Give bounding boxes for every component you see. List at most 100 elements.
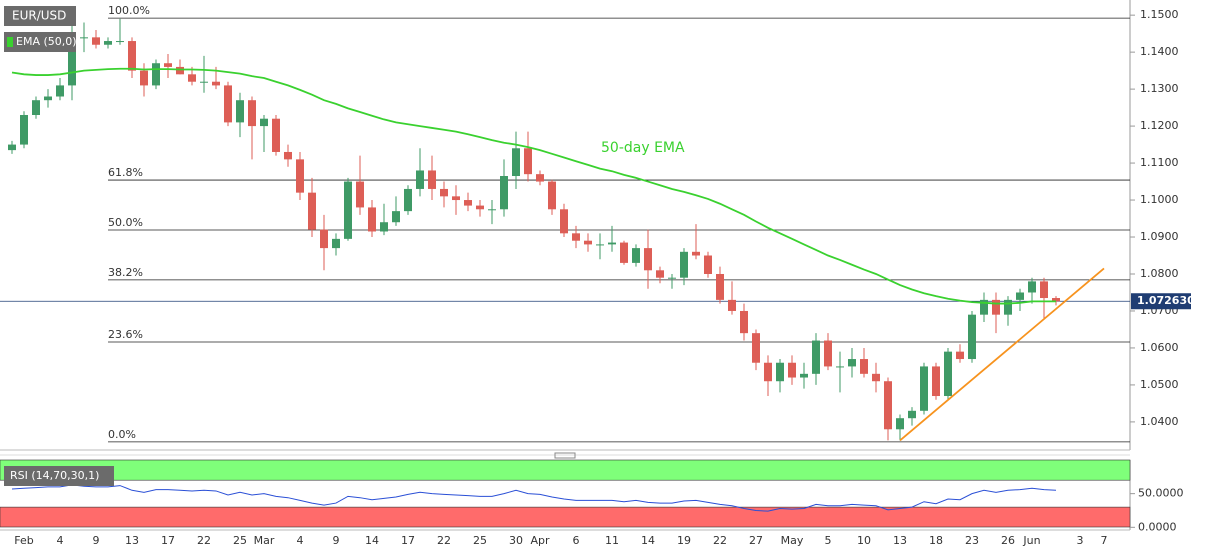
candle-body bbox=[932, 366, 940, 397]
candle-body bbox=[356, 181, 364, 208]
candle-body bbox=[992, 299, 1000, 315]
x-tick-label: 9 bbox=[333, 534, 340, 547]
fib-label: 38.2% bbox=[108, 266, 143, 279]
annotation: 50-day EMA bbox=[601, 140, 685, 156]
candle-body bbox=[584, 240, 592, 245]
y-tick-label: 1.0500 bbox=[1140, 378, 1179, 391]
pane-handle[interactable] bbox=[554, 452, 576, 459]
fib-label: 61.8% bbox=[108, 166, 143, 179]
candle-body bbox=[236, 100, 244, 123]
candle-body bbox=[272, 118, 280, 152]
y-tick-label: 1.0600 bbox=[1140, 341, 1179, 354]
legend: EUR/USD EMA (50,0) RSI (14,70,30,1) bbox=[4, 6, 114, 486]
candle-body bbox=[452, 196, 460, 201]
candle-body bbox=[284, 151, 292, 160]
price-tag bbox=[1131, 293, 1191, 310]
x-tick-label: 19 bbox=[677, 534, 691, 547]
candle-body bbox=[332, 238, 340, 249]
candle-body bbox=[344, 181, 352, 239]
y-tick-label: 1.1100 bbox=[1140, 156, 1179, 169]
y-tick-label: 1.0800 bbox=[1140, 267, 1179, 280]
fib-label: 100.0% bbox=[108, 4, 150, 17]
candle-body bbox=[200, 81, 208, 83]
candle-body bbox=[788, 362, 796, 378]
label-box bbox=[4, 466, 114, 486]
candle-body bbox=[20, 114, 28, 145]
candle-body bbox=[608, 242, 616, 245]
candle-body bbox=[980, 299, 988, 315]
candle-body bbox=[824, 340, 832, 367]
x-tick-label: Apr bbox=[530, 534, 550, 547]
candle-body bbox=[1028, 281, 1036, 293]
overbought-band bbox=[0, 459, 1131, 481]
y-tick-label: 1.0400 bbox=[1140, 415, 1179, 428]
candle-body bbox=[296, 159, 304, 193]
x-tick-label: 27 bbox=[749, 534, 763, 547]
ema-line bbox=[11, 67, 1056, 305]
x-tick-label: 26 bbox=[1001, 534, 1015, 547]
candle-body bbox=[536, 174, 544, 182]
candle-body bbox=[956, 351, 964, 360]
candle-body bbox=[260, 118, 268, 127]
candle-body bbox=[728, 299, 736, 311]
candle-body bbox=[68, 37, 76, 86]
x-tick-label: 6 bbox=[573, 534, 580, 547]
x-tick-label: 14 bbox=[365, 534, 379, 547]
x-tick-label: 25 bbox=[233, 534, 247, 547]
candle-body bbox=[248, 100, 256, 127]
candle-body bbox=[476, 205, 484, 210]
plot-layer: 1.04001.05001.06001.07001.08001.09001.10… bbox=[0, 4, 1195, 547]
rsi-line bbox=[11, 484, 1057, 512]
label-box bbox=[4, 32, 76, 52]
y-tick-label: 1.1200 bbox=[1140, 119, 1179, 132]
x-tick-label: 22 bbox=[197, 534, 211, 547]
candle-body bbox=[164, 63, 172, 67]
candle-body bbox=[428, 170, 436, 189]
candle-body bbox=[776, 362, 784, 382]
x-tick-label: Mar bbox=[254, 534, 275, 547]
chart-title: EUR/USD bbox=[12, 9, 66, 23]
candle-body bbox=[488, 209, 496, 211]
candle-body bbox=[212, 81, 220, 86]
candle-body bbox=[512, 148, 520, 177]
x-tick-label: Feb bbox=[14, 534, 33, 547]
candle-body bbox=[548, 181, 556, 210]
candle-body bbox=[224, 85, 232, 123]
candle-body bbox=[1004, 299, 1012, 315]
x-tick-label: 13 bbox=[893, 534, 907, 547]
y-tick-label: 1.0900 bbox=[1140, 230, 1179, 243]
x-tick-label: May bbox=[781, 534, 804, 547]
candle-body bbox=[572, 233, 580, 241]
legend-label: EMA (50,0) bbox=[16, 35, 77, 48]
legend-label: RSI (14,70,30,1) bbox=[10, 469, 99, 482]
fib-label: 50.0% bbox=[108, 216, 143, 229]
y-tick-label: 1.1500 bbox=[1140, 8, 1179, 21]
candle-body bbox=[176, 66, 184, 75]
x-tick-label: 7 bbox=[1101, 534, 1108, 547]
candle-body bbox=[308, 192, 316, 230]
candle-body bbox=[524, 148, 532, 175]
x-tick-label: 9 bbox=[93, 534, 100, 547]
label-box bbox=[4, 6, 76, 26]
candle-body bbox=[764, 362, 772, 382]
candle-body bbox=[860, 359, 868, 374]
x-tick-label: 3 bbox=[1077, 534, 1084, 547]
candle-body bbox=[392, 211, 400, 223]
candle-body bbox=[908, 410, 916, 419]
x-tick-label: 23 bbox=[965, 534, 979, 547]
candle-body bbox=[848, 359, 856, 367]
x-tick-label: 25 bbox=[473, 534, 487, 547]
y-tick-label: 1.1000 bbox=[1140, 193, 1179, 206]
x-tick-label: 17 bbox=[401, 534, 415, 547]
x-tick-label: 5 bbox=[825, 534, 832, 547]
x-tick-label: 18 bbox=[929, 534, 943, 547]
candle-body bbox=[1016, 292, 1024, 300]
candle-body bbox=[920, 366, 928, 411]
candle-body bbox=[1040, 281, 1048, 299]
y-tick-label: 0.0000 bbox=[1138, 520, 1177, 533]
x-tick-label: 4 bbox=[297, 534, 304, 547]
price-tag-label: 1.072630 bbox=[1137, 294, 1195, 307]
candle-body bbox=[692, 251, 700, 256]
candle-body bbox=[104, 41, 112, 45]
